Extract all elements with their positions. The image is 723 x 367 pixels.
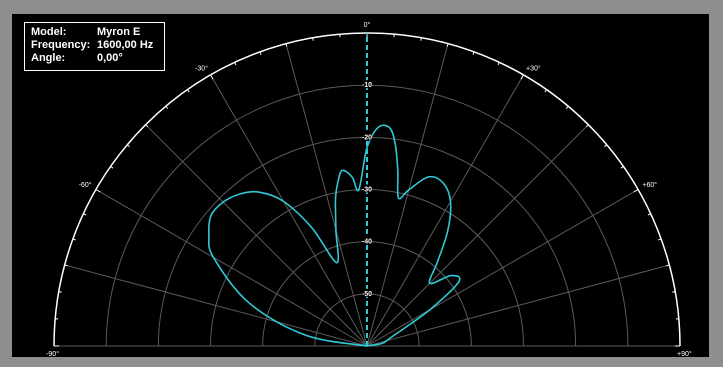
outer-arc-tick: [187, 89, 190, 93]
outer-arc-tick: [658, 238, 662, 241]
outer-arc-tick: [520, 74, 524, 80]
info-box: Model: Myron E Frequency: 1600,00 Hz Ang…: [24, 22, 165, 71]
ring-label-background: [362, 236, 372, 245]
outer-arc-tick: [604, 144, 608, 148]
outer-arc-tick: [420, 37, 422, 41]
grid-spoke: [366, 189, 639, 347]
grid-spoke: [366, 264, 670, 347]
outer-arc-tick: [145, 124, 149, 128]
ring-label-background: [362, 132, 372, 141]
angle-tick-label: +60°: [642, 181, 657, 189]
outer-arc-tick: [672, 291, 676, 293]
outer-arc-tick: [126, 144, 130, 148]
ring-label-background: [362, 80, 372, 89]
ring-label: -40: [362, 239, 372, 246]
outer-arc-tick: [210, 74, 214, 80]
grid-spoke: [64, 264, 368, 347]
grid-spoke: [285, 43, 368, 347]
plot-area: -90° -60° -30° 0° +30° +60° +90° -10 -20 -30 -40 -5…: [12, 14, 709, 357]
info-row-angle: Angle: 0,00°: [31, 52, 164, 65]
outer-arc-tick: [259, 51, 262, 55]
outer-arc-tick: [234, 62, 237, 66]
angle-value: 0,00°: [97, 52, 123, 64]
outer-arc-tick: [95, 189, 101, 193]
outer-arc-tick: [544, 89, 547, 93]
angle-tick-label: +30°: [526, 65, 541, 73]
angle-tick-label: -90°: [46, 350, 59, 357]
info-row-frequency: Frequency: 1600,00 Hz: [31, 39, 164, 52]
angle-tick-label: +90°: [677, 350, 692, 357]
outer-arc-tick: [633, 189, 639, 193]
grid-spoke: [366, 124, 589, 347]
outer-arc-tick: [446, 43, 449, 47]
outer-arc-tick: [64, 264, 68, 267]
polar-chart: -90° -60° -30° 0° +30° +60° +90° -10 -20 -30 -40 -5…: [46, 21, 692, 357]
outer-arc-tick: [585, 124, 589, 128]
angle-tick-label: -30°: [195, 65, 208, 73]
angle-tick-label: 0°: [364, 21, 371, 29]
outer-arc-tick: [472, 51, 475, 55]
outer-arc-tick: [110, 166, 114, 169]
ring-label: -10: [362, 82, 372, 89]
frequency-value: 1600,00 Hz: [97, 39, 154, 51]
ring-label: -50: [362, 291, 372, 298]
ring-label-background: [362, 288, 372, 297]
outer-arc-tick: [285, 43, 288, 47]
frequency-label: Frequency:: [31, 39, 91, 51]
grid-spoke: [366, 43, 449, 347]
ring-label: -30: [362, 187, 372, 194]
model-value: Myron E: [97, 26, 141, 38]
ring-label: -20: [362, 134, 372, 141]
grid-spoke: [366, 74, 524, 347]
angle-tick-label: -60°: [79, 181, 92, 189]
outer-arc-tick: [83, 213, 87, 216]
grid-spoke: [145, 124, 368, 347]
grid-ring: [210, 189, 524, 347]
outer-arc-tick: [72, 238, 76, 241]
grid-spoke: [95, 189, 368, 347]
angle-label: Angle:: [31, 52, 66, 64]
outer-arc-tick: [666, 264, 670, 267]
outer-arc-tick: [620, 166, 624, 169]
model-label: Model:: [31, 26, 67, 38]
outer-arc-tick: [312, 37, 314, 41]
outer-arc-tick: [165, 105, 169, 109]
grid-spoke: [210, 74, 368, 347]
ring-label-background: [362, 184, 372, 193]
info-row-model: Model: Myron E: [31, 26, 164, 39]
outer-arc-tick: [647, 213, 651, 216]
outer-arc-tick: [58, 291, 62, 293]
outer-arc-tick: [497, 62, 500, 66]
outer-arc-tick: [565, 105, 569, 109]
